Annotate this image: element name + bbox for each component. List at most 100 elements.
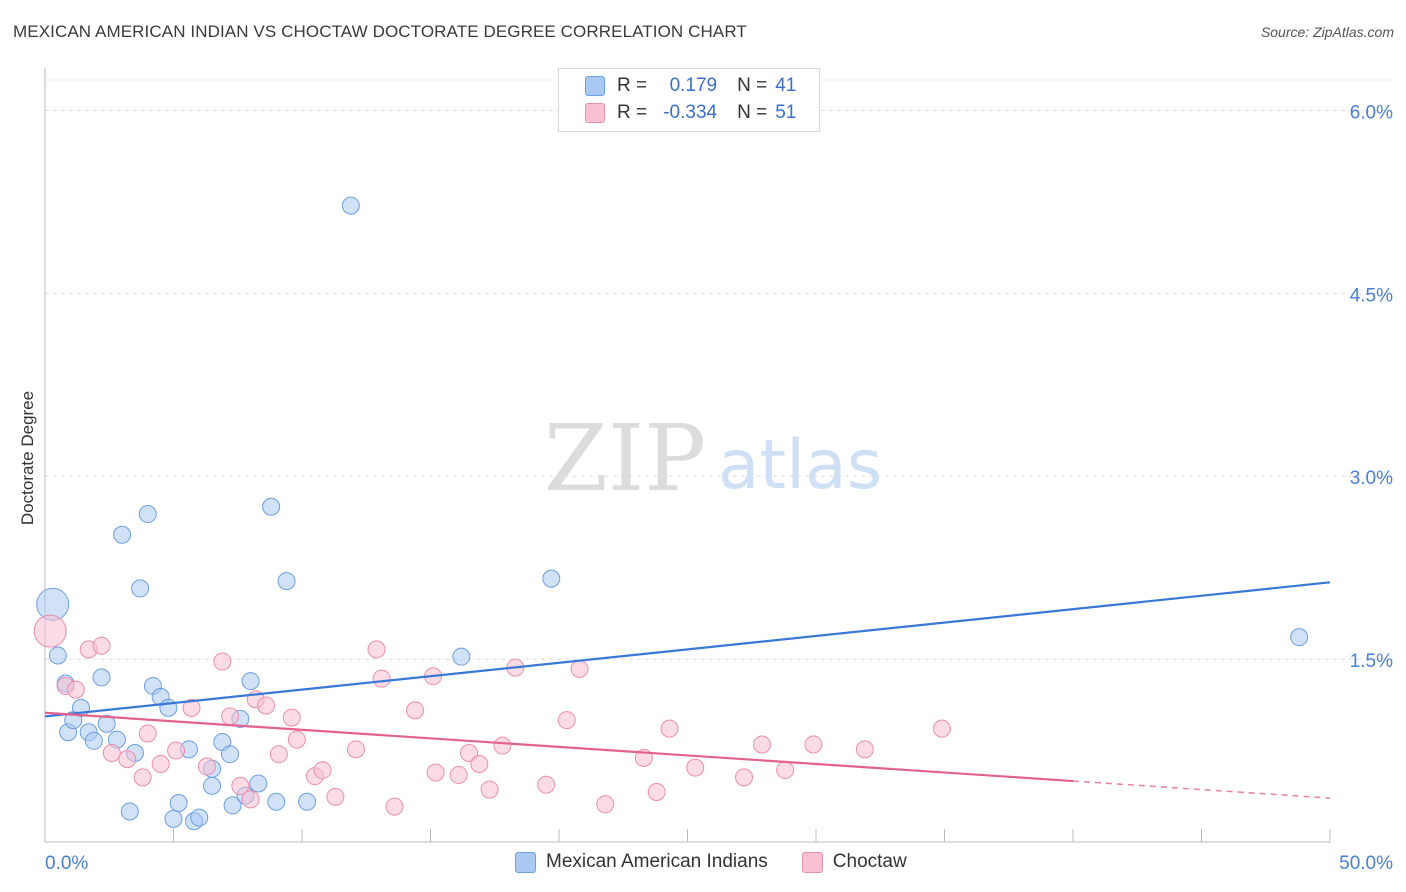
legend-n-value: 51 (775, 102, 797, 123)
watermark-atlas: atlas (718, 426, 882, 505)
legend-row-mexican-american-indians: R = 0.179 N = 41 (585, 74, 796, 98)
point-choctaw (133, 768, 152, 787)
point-choctaw (282, 708, 301, 727)
point-choctaw (385, 797, 404, 816)
point-choctaw (182, 698, 201, 717)
point-choctaw (426, 763, 445, 782)
point-mexican-american-indians (138, 505, 157, 524)
point-choctaw (776, 761, 795, 780)
point-mexican-american-indians (84, 731, 103, 750)
grid-lines (45, 79, 1392, 660)
point-choctaw (257, 696, 276, 715)
point-mexican-american-indians (452, 647, 471, 666)
point-choctaw (269, 745, 288, 764)
point-mexican-american-indians (190, 808, 209, 827)
trend-lines (44, 581, 1331, 799)
point-choctaw (118, 750, 137, 769)
point-mexican-american-indians (48, 646, 67, 665)
point-choctaw (151, 754, 170, 773)
legend-r-value: -0.334 (663, 102, 718, 123)
data-points (33, 196, 1309, 831)
point-choctaw (33, 614, 67, 648)
series-legend-choctaw: Choctaw (801, 851, 907, 873)
point-choctaw (753, 735, 772, 754)
legend-r-value: 0.179 (669, 75, 718, 96)
point-choctaw (686, 758, 705, 777)
point-choctaw (460, 743, 479, 762)
point-choctaw (197, 757, 216, 776)
correlation-legend: R = 0.179 N = 41 R = -0.334 N = 51 (558, 68, 820, 132)
point-mexican-american-indians (203, 776, 222, 795)
point-choctaw (406, 701, 425, 720)
point-mexican-american-indians (277, 572, 296, 591)
watermark: ZIP atlas (544, 405, 882, 512)
point-choctaw (480, 780, 499, 799)
point-mexican-american-indians (249, 774, 268, 793)
y-tick-label: 4.5% (1350, 285, 1393, 306)
point-choctaw (138, 724, 157, 743)
tick-labels: 1.5% 3.0% 4.5% 6.0% 0.0% 50.0% (45, 102, 1393, 874)
y-tick-label: 6.0% (1350, 102, 1393, 123)
point-mexican-american-indians (131, 579, 150, 598)
point-choctaw (287, 730, 306, 749)
point-mexican-american-indians (120, 802, 139, 821)
point-choctaw (470, 754, 489, 773)
trend-line-mexican-american-indians (44, 581, 1331, 718)
point-mexican-american-indians (267, 792, 286, 811)
point-choctaw (557, 711, 576, 730)
point-choctaw (241, 790, 260, 809)
point-choctaw (660, 719, 679, 738)
point-choctaw (804, 735, 823, 754)
legend-swatch-pink (585, 103, 605, 123)
point-mexican-american-indians (542, 569, 561, 588)
point-choctaw (92, 636, 111, 655)
legend-r-label: R = (617, 75, 648, 96)
point-mexican-american-indians (223, 796, 242, 815)
point-mexican-american-indians (298, 792, 317, 811)
watermark-zip: ZIP (544, 405, 706, 512)
y-tick-label: 1.5% (1350, 651, 1393, 672)
legend-r-label: R = (617, 102, 648, 123)
point-mexican-american-indians (97, 714, 116, 733)
point-choctaw (313, 761, 332, 780)
point-choctaw (221, 707, 240, 726)
series-legend: Mexican American Indians Choctaw (515, 851, 941, 873)
series-name: Choctaw (832, 851, 907, 872)
legend-n-label: N = (737, 102, 768, 123)
point-choctaw (372, 669, 391, 688)
point-mexican-american-indians (92, 668, 111, 687)
point-mexican-american-indians (169, 793, 188, 812)
point-choctaw (346, 740, 365, 759)
point-choctaw (102, 743, 121, 762)
point-choctaw (66, 680, 85, 699)
point-mexican-american-indians (113, 525, 132, 544)
point-choctaw (231, 776, 250, 795)
point-mexican-american-indians (262, 497, 281, 516)
point-mexican-american-indians (241, 672, 260, 691)
source-credit: Source: ZipAtlas.com (1260, 24, 1394, 40)
point-choctaw (367, 640, 386, 659)
legend-n-label: N = (737, 75, 768, 96)
point-choctaw (570, 659, 589, 678)
series-name: Mexican American Indians (546, 851, 768, 872)
series-swatch-blue (515, 851, 536, 873)
series-legend-mexican-american-indians: Mexican American Indians (515, 851, 768, 873)
point-choctaw (167, 741, 186, 760)
trend-line-choctaw-extension (1072, 780, 1331, 799)
point-mexican-american-indians (1290, 628, 1309, 647)
point-mexican-american-indians (341, 196, 360, 215)
y-axis-label: Doctorate Degree (18, 391, 37, 525)
point-choctaw (647, 783, 666, 802)
point-choctaw (493, 736, 512, 755)
point-choctaw (213, 652, 232, 671)
point-choctaw (449, 765, 468, 784)
point-choctaw (596, 795, 615, 814)
trend-line-choctaw (44, 711, 1074, 783)
chart-title: MEXICAN AMERICAN INDIAN VS CHOCTAW DOCTO… (13, 22, 747, 41)
x-tick-label: 0.0% (45, 853, 88, 874)
series-swatch-pink (801, 851, 823, 873)
legend-swatch-blue (585, 76, 605, 96)
y-tick-label: 3.0% (1350, 468, 1393, 489)
point-choctaw (932, 719, 951, 738)
